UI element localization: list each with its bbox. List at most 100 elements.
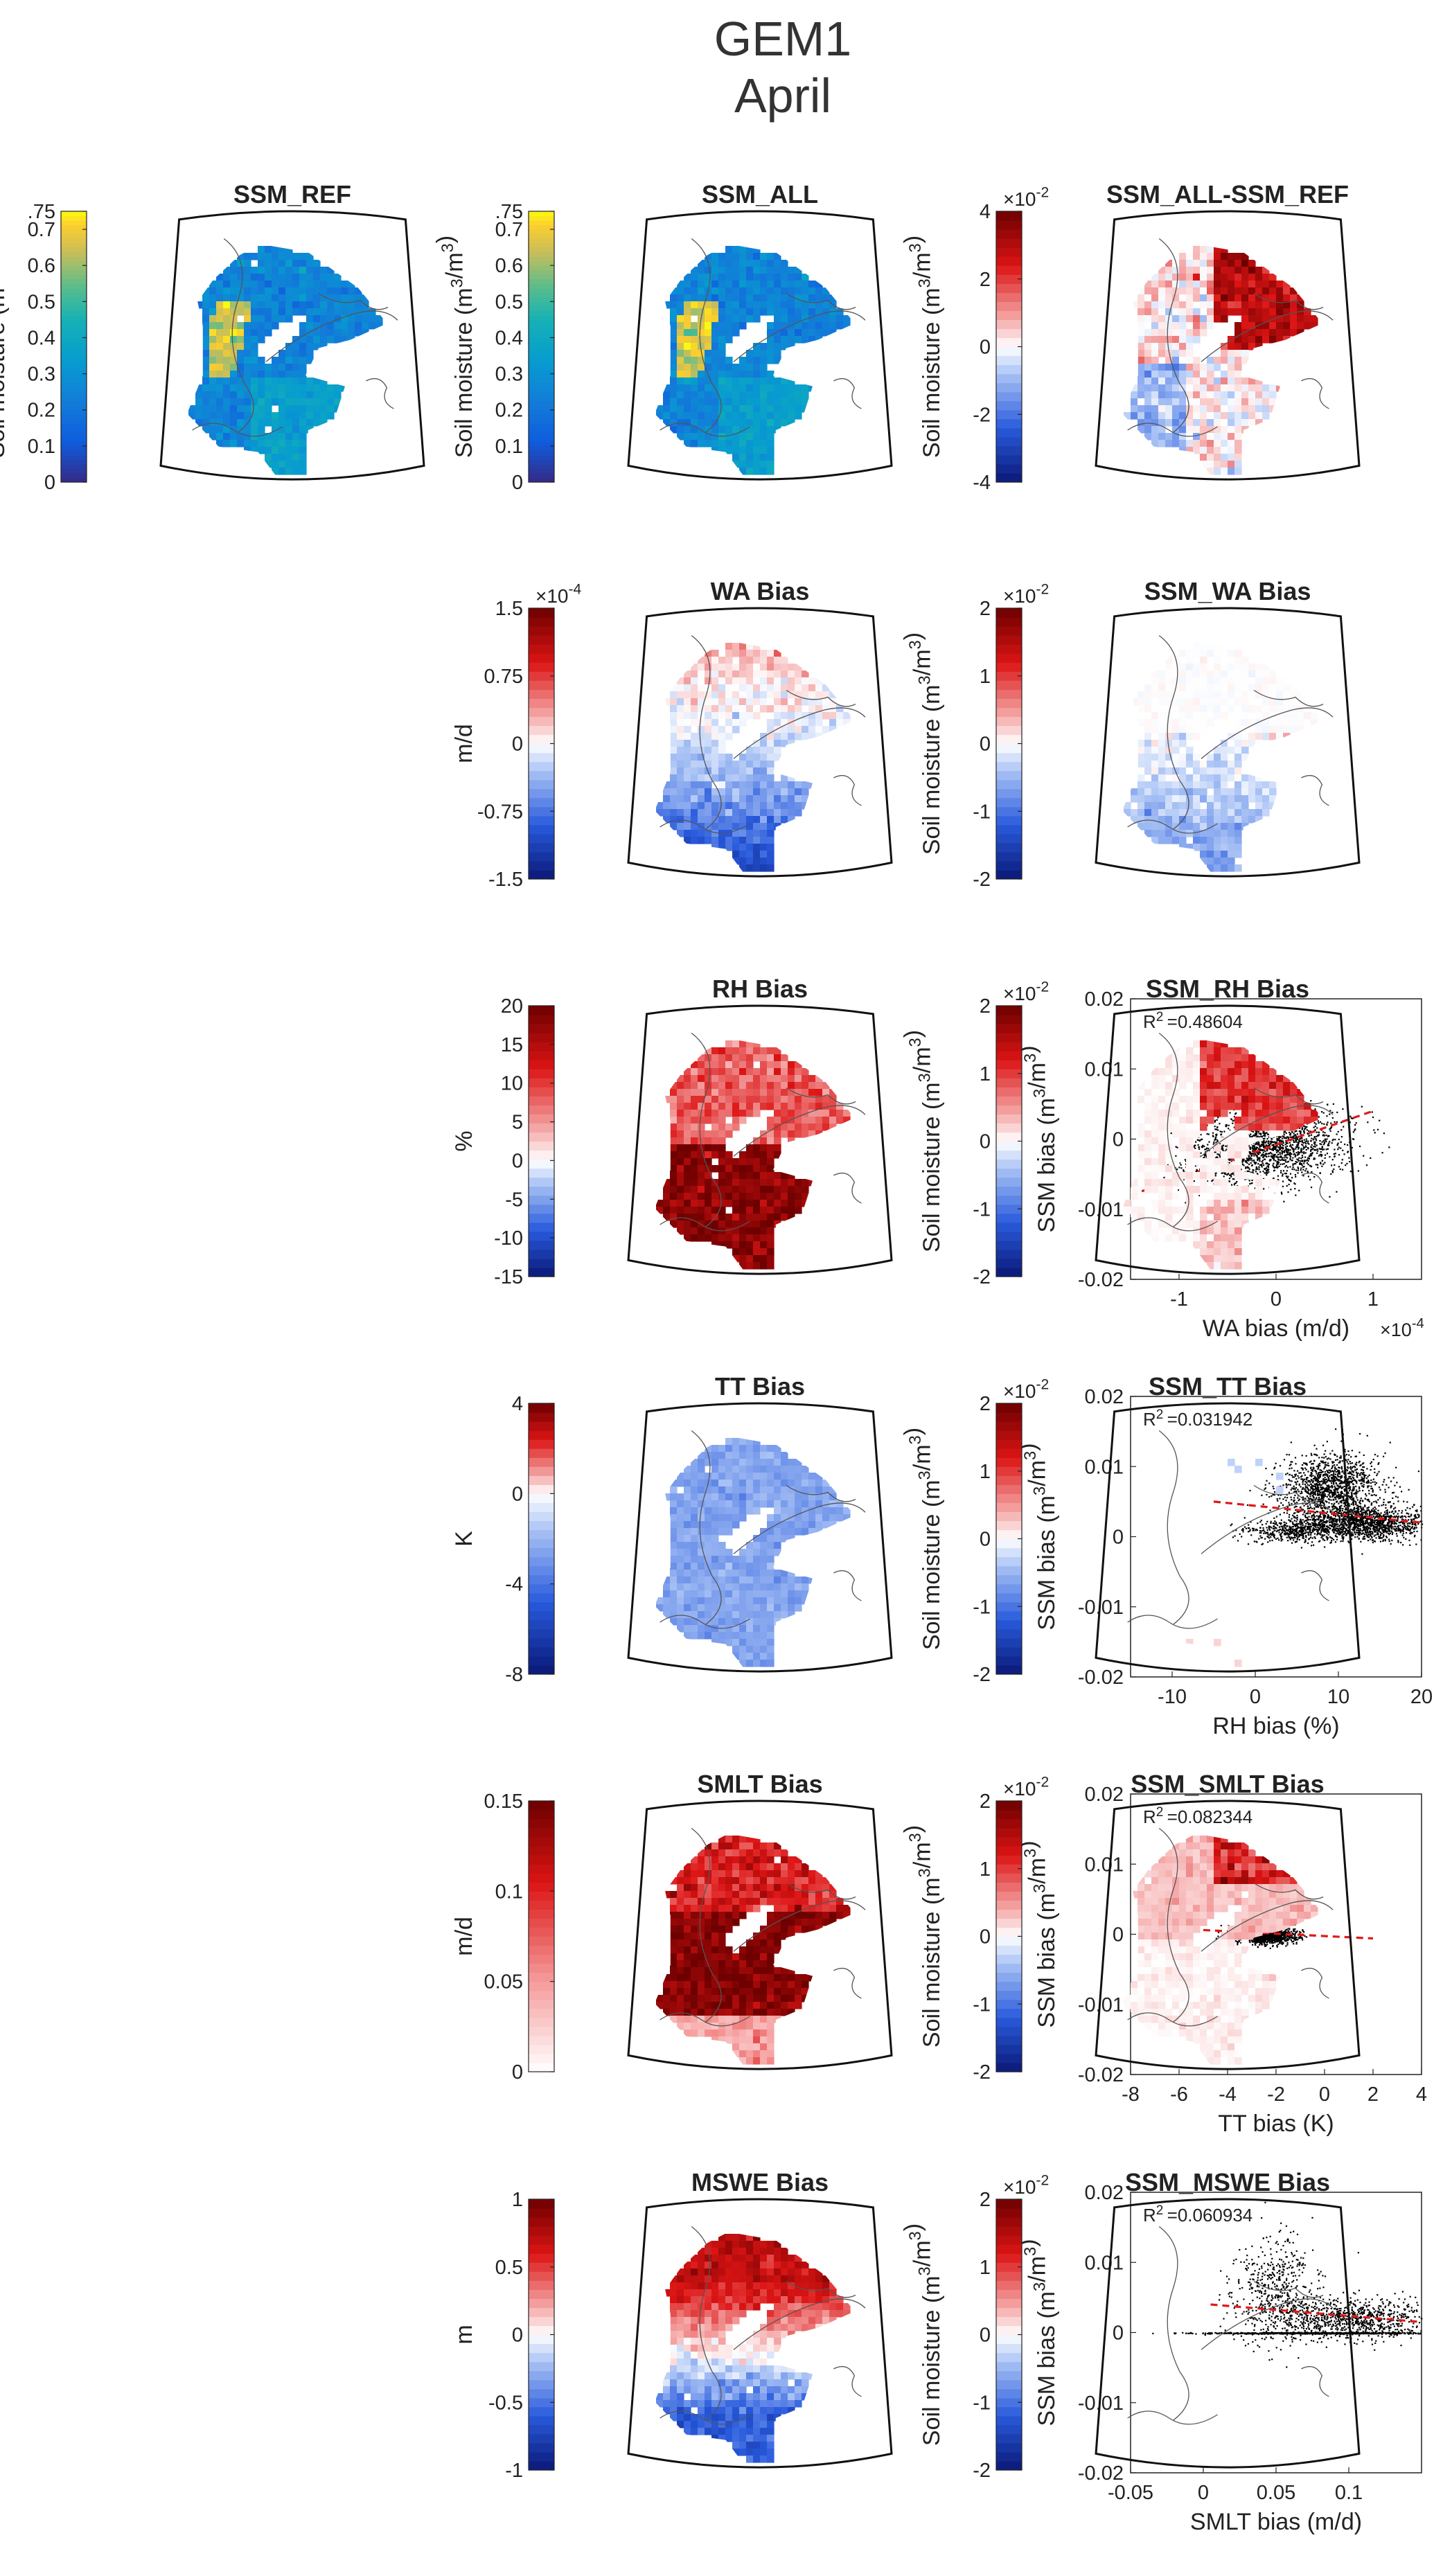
map-cell <box>216 294 224 302</box>
map-cell <box>663 788 671 796</box>
map-cell <box>739 684 747 692</box>
map-cell <box>691 795 698 803</box>
map-cell <box>272 267 279 274</box>
map-cell <box>725 294 733 302</box>
map-cell <box>1234 364 1242 371</box>
map-cell <box>258 329 265 337</box>
map-cell <box>732 851 740 858</box>
map-cell <box>1165 795 1173 803</box>
map-cell <box>1193 837 1201 844</box>
map-cell <box>795 287 802 295</box>
scatter-point <box>1252 1131 1254 1133</box>
scatter-point <box>1271 1144 1273 1146</box>
map-cell <box>1290 329 1298 337</box>
map-cell <box>223 281 231 288</box>
scatter-point <box>1291 1168 1293 1171</box>
map-cell <box>753 657 761 664</box>
map-cell <box>1179 664 1187 671</box>
scatter-point <box>1221 1130 1223 1133</box>
map-cell <box>670 287 678 295</box>
scatter-point <box>1281 1193 1283 1195</box>
scatter-point <box>1254 1162 1256 1164</box>
map-cell <box>251 405 258 413</box>
map-cell <box>718 670 726 678</box>
map-cell <box>822 308 830 316</box>
map-cell <box>1158 329 1166 337</box>
map-cell <box>216 308 224 316</box>
map-cell <box>739 377 747 385</box>
map-cell <box>1283 684 1291 692</box>
map-cell <box>1283 301 1291 309</box>
map-cell <box>732 440 740 447</box>
map-cell <box>1234 468 1242 475</box>
colorbar-segment <box>996 716 1022 727</box>
scatter-point <box>1233 1160 1235 1162</box>
map-cell <box>1248 287 1256 295</box>
scatter-point <box>1275 1151 1278 1153</box>
map-cell <box>1262 315 1270 323</box>
map-cell <box>1221 712 1228 720</box>
scatter-point <box>1320 1129 1322 1131</box>
map-cell <box>746 308 754 316</box>
map-cell <box>767 705 774 713</box>
map-cell <box>691 294 698 302</box>
colorbar-tick-label: 0.6 <box>28 255 55 277</box>
map-cell <box>684 761 691 768</box>
scatter-point <box>1286 1166 1289 1169</box>
map-cell <box>285 440 293 447</box>
map-cell <box>691 705 698 713</box>
scatter-point <box>1193 1180 1195 1182</box>
coastline <box>1301 774 1329 806</box>
map-cell <box>1276 712 1284 720</box>
map-cell <box>258 419 265 427</box>
scatter-point <box>1301 1137 1303 1139</box>
scatter-point <box>1334 1139 1336 1141</box>
map-cell <box>1283 329 1291 337</box>
scatter-point <box>1297 1151 1300 1153</box>
map-cell <box>1255 274 1263 281</box>
map-cell <box>684 747 691 754</box>
map-cell <box>1234 260 1242 267</box>
scatter-point <box>1303 1139 1305 1141</box>
map-cell <box>843 712 851 720</box>
scatter-point <box>1277 1156 1280 1158</box>
map-cell <box>1248 677 1256 685</box>
map-cell <box>802 677 809 685</box>
map-cell <box>355 287 362 295</box>
map-cell <box>209 426 217 434</box>
scatter-point <box>1307 1171 1309 1173</box>
map-cell <box>802 384 809 392</box>
colorbar-segment <box>529 251 554 257</box>
map-cell <box>237 322 245 330</box>
map-cell <box>1221 677 1228 685</box>
map-cell <box>1214 712 1221 720</box>
map-cell <box>760 447 768 454</box>
map-cell <box>1207 816 1214 824</box>
map-cell <box>670 336 678 344</box>
map-cell <box>725 781 733 789</box>
colorbar-segment <box>61 427 87 433</box>
map-cell <box>1193 719 1201 727</box>
map-cell <box>670 740 678 747</box>
map-cell <box>691 816 698 824</box>
map-cell <box>1124 412 1131 420</box>
map-cell <box>732 301 740 309</box>
colorbar-segment <box>61 251 87 257</box>
map-cell <box>258 336 265 344</box>
scatter-point <box>1284 1161 1286 1163</box>
map-cell <box>292 405 300 413</box>
scatter-point <box>1262 1154 1264 1156</box>
colorbar-segment <box>996 256 1022 266</box>
map-cell <box>251 253 258 260</box>
coastline <box>660 819 750 834</box>
scatter-point <box>1370 1157 1372 1160</box>
colorbar-segment <box>529 292 554 298</box>
map-cell <box>265 384 272 392</box>
map-cell <box>767 343 774 350</box>
map-cell <box>1297 712 1304 720</box>
map-cell <box>684 816 691 824</box>
map-cell <box>209 412 217 420</box>
scatter-point <box>1282 1159 1284 1161</box>
map-cell <box>684 426 691 434</box>
colorbar-segment <box>529 477 554 483</box>
